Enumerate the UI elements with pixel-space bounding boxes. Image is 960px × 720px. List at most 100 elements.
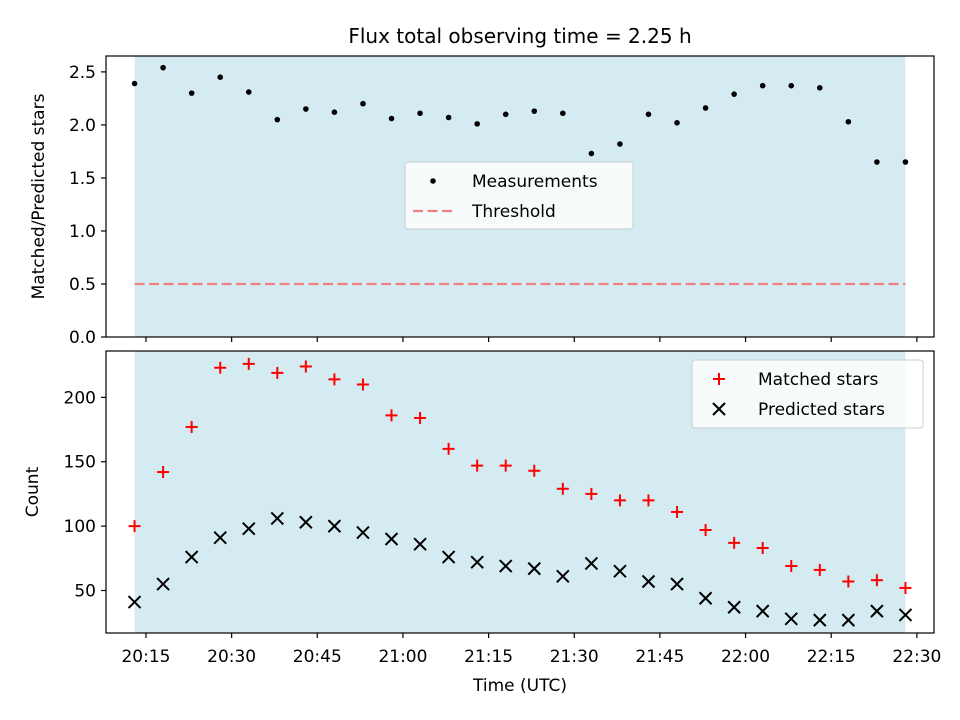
matched-star-point	[328, 373, 341, 386]
predicted-star-point	[356, 525, 370, 540]
bottom-y-axis-label: Count	[23, 466, 43, 517]
predicted-star-point	[584, 556, 599, 571]
measurement-point	[902, 159, 909, 165]
measurement-point	[816, 85, 823, 91]
x-tick-label: 21:30	[550, 647, 599, 667]
predicted-star-point	[698, 591, 713, 605]
measurement-point	[588, 150, 595, 157]
matched-star-point	[642, 494, 655, 507]
predicted-star-point	[727, 600, 741, 614]
predicted-star-point	[784, 612, 798, 626]
predicted-star-point	[641, 574, 656, 589]
bottom-y-ticks: 50 100 150 200	[64, 388, 106, 602]
top-panel: Flux total observing time = 2.25 h 0.0 0.…	[29, 24, 935, 348]
y-tick-label: 100	[64, 517, 96, 537]
measurement-point	[674, 120, 680, 126]
matched-star-point	[899, 581, 912, 594]
matched-star-point	[185, 420, 198, 433]
matched-star-point	[785, 560, 798, 573]
matched-star-point	[385, 409, 398, 422]
legend-label-threshold: Threshold	[471, 202, 556, 222]
top-y-ticks: 0.0 0.5 1.0 1.5 2.0 2.5	[69, 63, 106, 348]
predicted-star-point	[299, 515, 313, 529]
predicted-star-point	[127, 595, 142, 609]
x-tick-label: 21:45	[635, 647, 684, 667]
x-tick-label: 21:00	[378, 647, 427, 667]
predicted-star-point	[499, 559, 513, 573]
measurement-point	[274, 116, 281, 123]
x-tick-label: 20:30	[207, 647, 256, 667]
predicted-star-point	[213, 531, 227, 545]
bottom-axes-frame	[105, 350, 935, 634]
predicted-star-point	[441, 550, 456, 564]
matched-star-point	[671, 505, 684, 518]
predicted-star-point	[813, 613, 827, 627]
x-axis-label: Time (UTC)	[472, 676, 567, 696]
matched-star-point	[271, 366, 284, 379]
x-tick-label: 20:15	[121, 647, 170, 667]
x-tick-label: 22:15	[807, 647, 856, 667]
x-tick-label: 22:30	[892, 647, 941, 667]
matched-star-point	[870, 574, 883, 587]
matched-star-point	[728, 536, 741, 549]
measurement-point	[788, 82, 795, 89]
measurement-point	[474, 121, 480, 127]
matched-star-point	[699, 523, 712, 536]
predicted-star-point	[527, 561, 541, 576]
y-tick-label: 0.5	[69, 275, 96, 295]
top-axes-frame	[105, 55, 935, 338]
predicted-star-point	[898, 608, 913, 622]
chart-title: Flux total observing time = 2.25 h	[348, 24, 691, 48]
y-tick-label: 0.0	[69, 328, 96, 348]
legend-marker-predicted	[712, 402, 726, 416]
x-tick-label: 22:00	[721, 647, 770, 667]
measurement-points	[131, 64, 909, 165]
matched-star-point	[214, 361, 227, 374]
matched-star-point	[585, 487, 598, 500]
matched-star-point	[556, 482, 569, 495]
measurement-point	[617, 141, 623, 147]
predicted-star-point	[156, 577, 170, 591]
y-tick-label: 2.5	[69, 63, 96, 83]
predicted-star-point	[870, 604, 884, 618]
matched-stars-points	[128, 357, 912, 594]
predicted-star-point	[841, 613, 856, 627]
measurement-point	[874, 159, 880, 165]
measurement-point	[560, 110, 566, 117]
legend-marker-matched	[713, 373, 725, 385]
measurement-point	[702, 105, 709, 111]
matched-star-point	[842, 575, 855, 588]
predicted-star-point	[242, 521, 256, 536]
x-tick-label: 20:45	[293, 647, 342, 667]
x-tick-label: 21:15	[464, 647, 513, 667]
predicted-star-point	[470, 555, 484, 569]
predicted-star-point	[327, 519, 342, 533]
matched-star-point	[528, 464, 541, 477]
matched-star-point	[299, 360, 312, 373]
measurement-point	[645, 111, 652, 118]
y-tick-label: 1.5	[69, 169, 96, 189]
matched-star-point	[813, 563, 826, 576]
predicted-star-point	[413, 537, 427, 551]
y-tick-label: 200	[64, 388, 96, 408]
matched-star-point	[471, 459, 484, 472]
measurement-point	[388, 115, 395, 122]
predicted-star-point	[270, 511, 285, 526]
predicted-star-point	[556, 569, 570, 584]
top-legend: Measurements Threshold	[404, 161, 634, 230]
measurement-point	[845, 118, 852, 125]
measurement-point	[245, 89, 252, 95]
matched-star-point	[756, 542, 769, 555]
bottom-panel: 50 100 150 200 20:15 20:30 20:45 21:00 21:15 21:…	[23, 350, 941, 696]
measurement-point	[131, 80, 138, 87]
bottom-x-ticks: 20:15 20:30 20:45 21:00 21:15 21:30 21:45 22:00…	[121, 633, 941, 667]
legend-label-matched: Matched stars	[758, 370, 878, 390]
y-tick-label: 2.0	[69, 116, 96, 136]
predicted-star-point	[613, 564, 627, 578]
y-tick-label: 150	[64, 453, 96, 473]
y-tick-label: 50	[74, 582, 96, 602]
measurement-point	[445, 114, 452, 121]
measurement-point	[188, 90, 195, 96]
matched-star-point	[128, 520, 141, 533]
